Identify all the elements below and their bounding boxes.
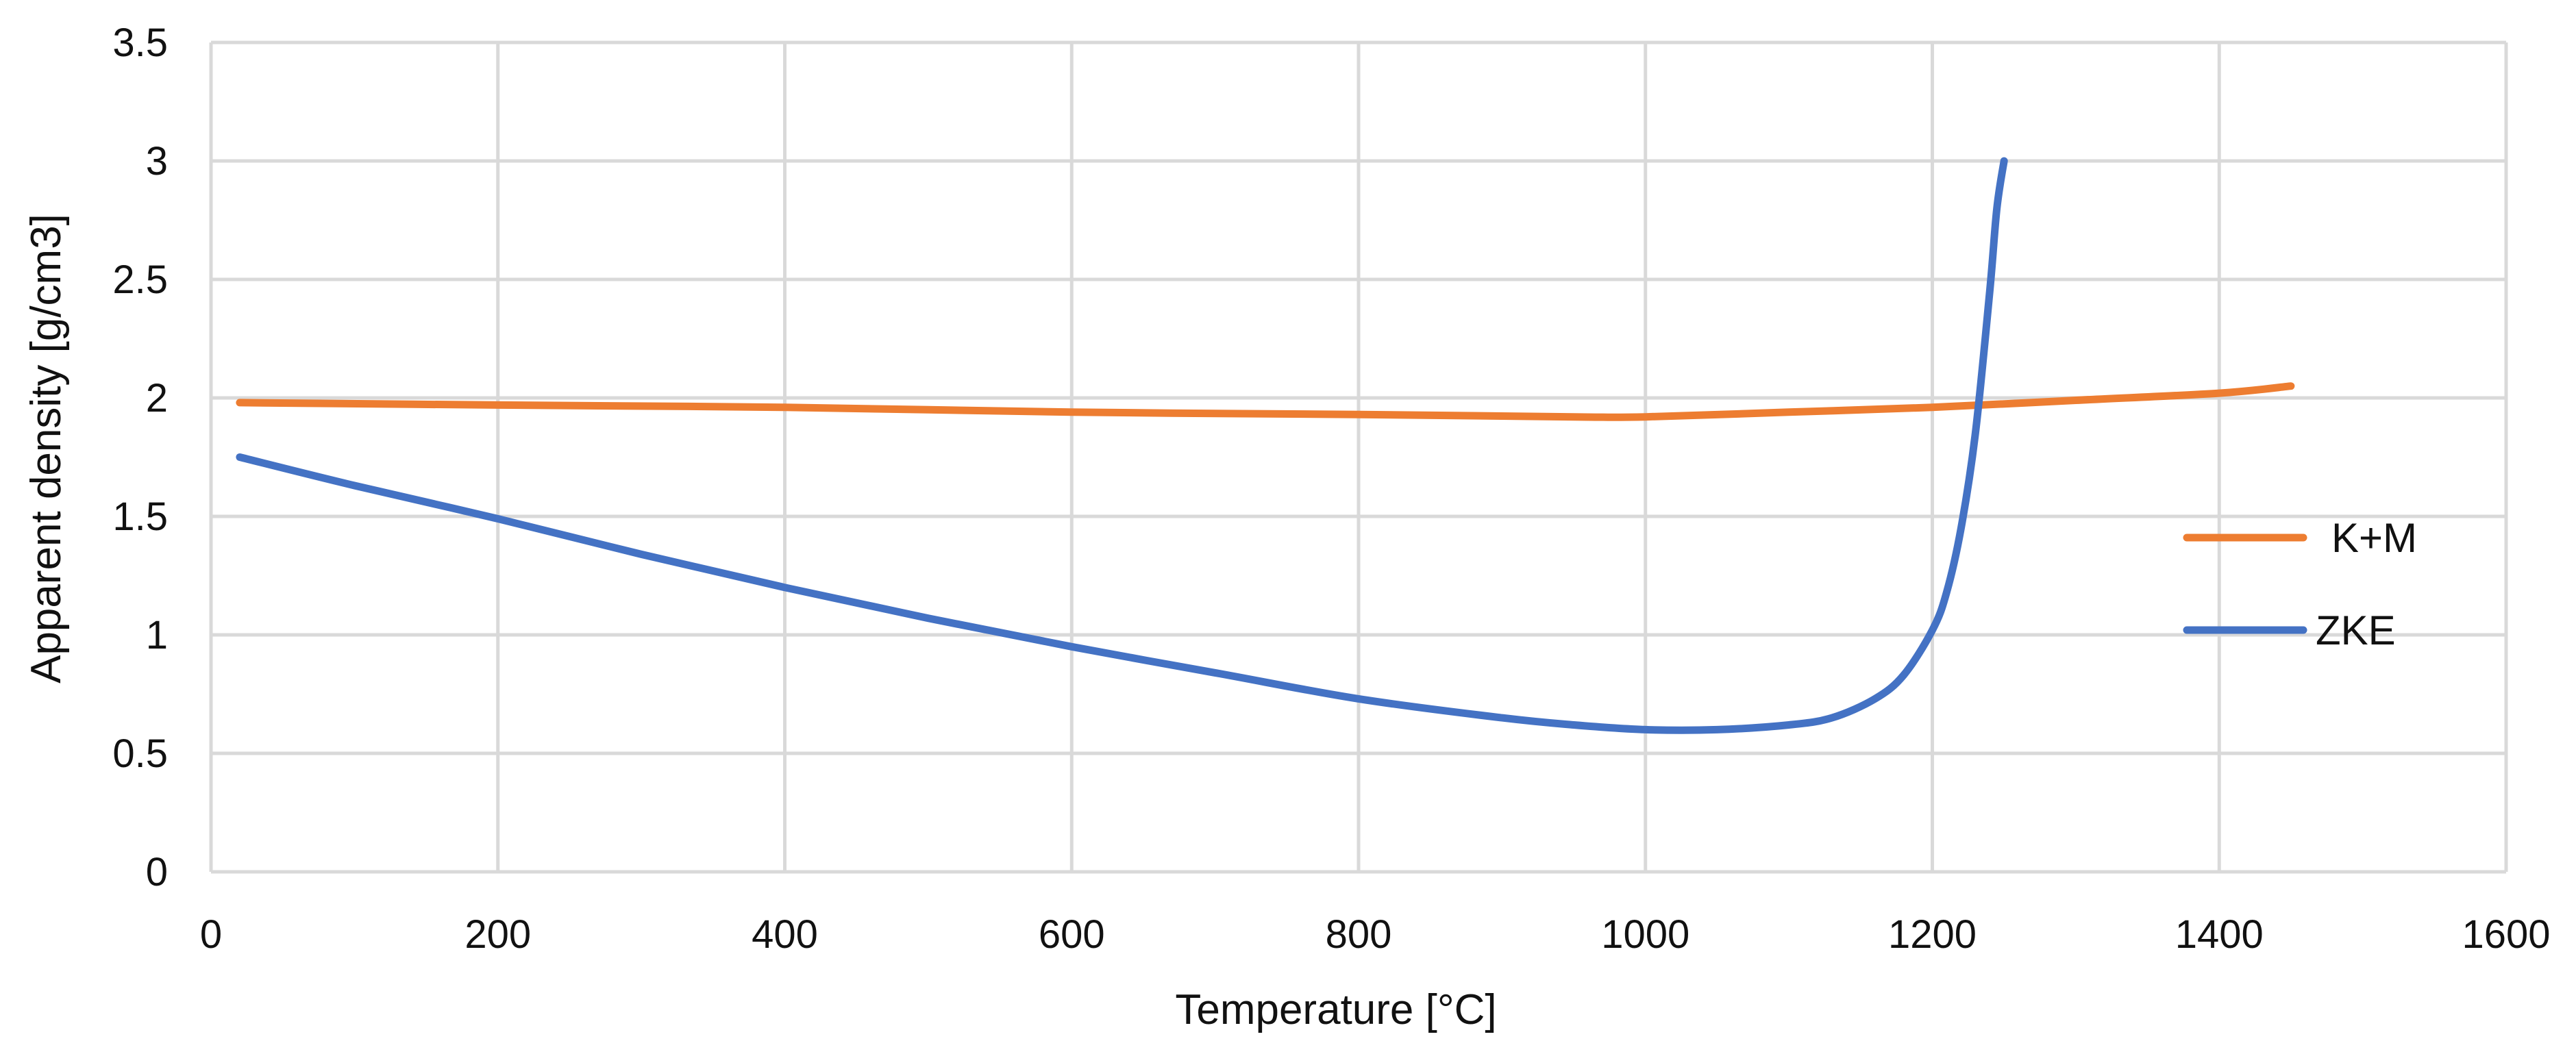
x-tick-label: 800 (1326, 912, 1392, 957)
x-tick-label: 1400 (2175, 912, 2264, 957)
legend: K+M ZKE (2183, 515, 2417, 653)
x-tick-label: 0 (200, 912, 222, 957)
x-axis-ticks: 0 200 400 600 800 1000 1200 1400 1600 (200, 912, 2551, 957)
x-tick-label: 1000 (1601, 912, 1689, 957)
x-tick-label: 1200 (1888, 912, 1977, 957)
series-line-zke (236, 157, 2008, 734)
legend-label-zke: ZKE (2316, 607, 2396, 653)
legend-label-k-m: K+M (2331, 515, 2417, 561)
y-axis-ticks: 0 0.5 1 1.5 2 2.5 3 3.5 (112, 21, 168, 894)
y-tick-label: 0.5 (112, 731, 168, 776)
y-tick-label: 2 (146, 376, 168, 421)
grid (209, 40, 2508, 874)
y-axis-title: Apparent density [g/cm3] (23, 214, 70, 683)
y-tick-label: 3 (146, 139, 168, 184)
series-line-k-m (236, 382, 2295, 421)
x-tick-label: 200 (465, 912, 531, 957)
y-tick-label: 3.5 (112, 21, 168, 65)
plot-series (236, 157, 2295, 734)
x-tick-label: 400 (752, 912, 818, 957)
x-axis-title: Temperature [°C] (1175, 986, 1496, 1033)
x-tick-label: 600 (1039, 912, 1105, 957)
y-tick-label: 0 (146, 850, 168, 894)
x-tick-label: 1600 (2462, 912, 2550, 957)
y-tick-label: 2.5 (112, 258, 168, 302)
y-tick-label: 1 (146, 613, 168, 657)
y-tick-label: 1.5 (112, 494, 168, 539)
